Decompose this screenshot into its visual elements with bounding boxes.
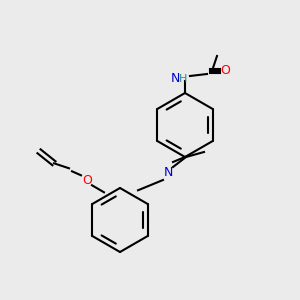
Text: N: N [163, 166, 173, 178]
Text: H: H [179, 74, 187, 84]
Text: O: O [82, 174, 92, 187]
Text: O: O [220, 64, 230, 77]
Text: N: N [170, 73, 180, 85]
